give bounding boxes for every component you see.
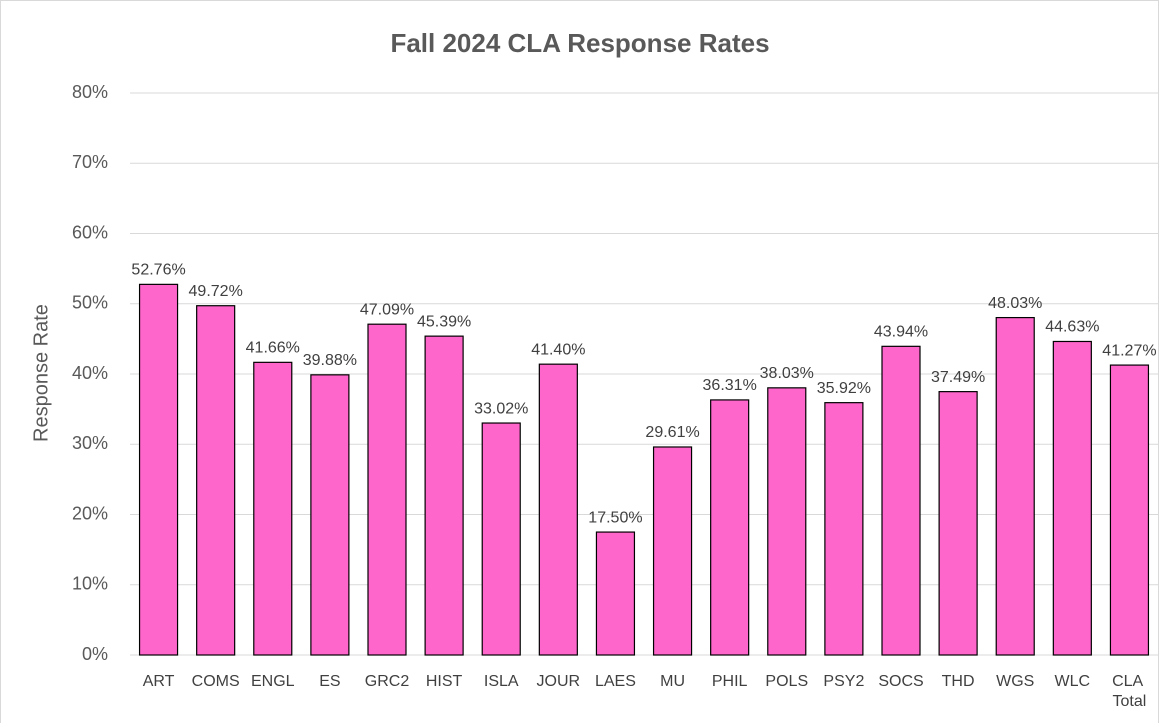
x-tick-label: PHIL [712, 673, 748, 690]
bar [1109, 364, 1150, 656]
data-label: 36.31% [703, 377, 757, 394]
x-tick-label: MU [660, 673, 685, 690]
data-label: 52.76% [131, 262, 185, 279]
y-tick-label: 60% [72, 222, 108, 242]
y-tick-label: 10% [72, 574, 108, 594]
data-label: 37.49% [931, 369, 985, 386]
x-tick-label: WGS [996, 673, 1034, 690]
data-label: 41.66% [246, 340, 300, 357]
bar [1052, 340, 1092, 656]
x-tick-label: HIST [426, 673, 463, 690]
y-tick-label: 70% [72, 152, 108, 172]
y-axis-title: Response Rate [30, 304, 52, 442]
data-label: 44.63% [1045, 319, 1099, 336]
bar [424, 335, 464, 656]
data-label: 49.72% [189, 283, 243, 300]
bar [310, 374, 350, 656]
bar [938, 391, 978, 656]
x-tick-label: CLA Total [1112, 673, 1147, 710]
y-tick-label: 50% [72, 293, 108, 313]
bar [595, 531, 636, 656]
bar [710, 399, 750, 656]
data-label: 35.92% [817, 380, 871, 397]
y-tick-label: 40% [72, 363, 108, 383]
x-tick-label: SOCS [878, 673, 923, 690]
data-label: 41.27% [1102, 342, 1156, 359]
data-label: 29.61% [645, 424, 699, 441]
y-tick-label: 20% [72, 503, 108, 523]
data-label: 45.39% [417, 313, 471, 330]
bar [767, 387, 807, 656]
x-tick-label: ISLA [484, 673, 519, 690]
bar [881, 345, 921, 656]
x-tick-label: ART [143, 673, 175, 690]
data-label: 41.40% [531, 341, 585, 358]
x-tick-label: ENGL [251, 673, 295, 690]
data-label: 17.50% [588, 509, 642, 526]
data-label: 38.03% [760, 365, 814, 382]
y-tick-label: 30% [72, 433, 108, 453]
data-label: 47.09% [360, 301, 414, 318]
x-tick-label: JOUR [537, 673, 581, 690]
data-label: 39.88% [303, 352, 357, 369]
bar [824, 402, 864, 656]
chart-title: Fall 2024 CLA Response Rates [390, 28, 769, 58]
data-label: 33.02% [474, 400, 528, 417]
bar [253, 361, 293, 656]
y-tick-label: 80% [72, 82, 108, 102]
x-tick-label: PSY2 [823, 673, 864, 690]
bar [138, 283, 179, 656]
x-tick-label: ES [319, 673, 340, 690]
data-label: 48.03% [988, 295, 1042, 312]
x-tick-label: LAES [595, 673, 636, 690]
x-tick-label: COMS [192, 673, 240, 690]
bar [367, 323, 407, 656]
bar [481, 422, 521, 656]
x-tick-label: THD [942, 673, 975, 690]
bar [995, 316, 1035, 656]
bar [652, 446, 693, 656]
x-tick-label: POLS [765, 673, 808, 690]
x-tick-label: GRC2 [365, 673, 410, 690]
data-label: 43.94% [874, 324, 928, 341]
bar [196, 305, 236, 656]
y-tick-label: 0% [82, 644, 108, 664]
bar [538, 363, 578, 656]
x-tick-label: WLC [1055, 673, 1091, 690]
